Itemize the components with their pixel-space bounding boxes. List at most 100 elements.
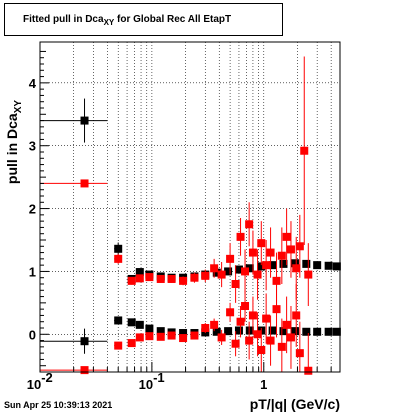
- data-point: [253, 330, 262, 339]
- data-point: [135, 274, 144, 283]
- data-point: [257, 239, 266, 248]
- data-point: [266, 336, 275, 345]
- data-point: [190, 331, 199, 340]
- data-point: [212, 268, 221, 277]
- data-point: [224, 267, 233, 276]
- data-point: [201, 271, 210, 280]
- data-point: [313, 261, 322, 270]
- data-point: [145, 273, 154, 282]
- data-point: [127, 318, 136, 327]
- data-point: [266, 248, 275, 257]
- data-point: [332, 327, 341, 336]
- data-point: [217, 333, 226, 342]
- data-point: [295, 349, 304, 358]
- data-point: [135, 333, 144, 342]
- x-tick-label: 10: [27, 377, 41, 392]
- data-point: [190, 273, 199, 282]
- y-axis-title-text: pull in Dca: [4, 113, 20, 184]
- data-point: [234, 326, 243, 335]
- data-point: [231, 339, 240, 348]
- data-point: [245, 326, 254, 335]
- y-axis-title-subscript: XY: [13, 100, 24, 114]
- data-point: [114, 316, 123, 325]
- data-point: [245, 264, 254, 273]
- x-tick-label-exponent: -1: [153, 370, 165, 385]
- data-point: [80, 179, 89, 188]
- data-point: [245, 336, 254, 345]
- title-box: Fitted pull in DcaXY for Global Rec All …: [4, 3, 283, 36]
- data-point: [179, 334, 188, 343]
- y-axis-title: pull in DcaXY: [4, 100, 24, 184]
- series-1: [40, 56, 313, 375]
- footer-date: Sun Apr 25 10:39:13 2021: [4, 400, 113, 410]
- data-point: [114, 254, 123, 263]
- data-point: [236, 317, 245, 326]
- y-tick-label: 1: [29, 264, 36, 279]
- data-point: [114, 244, 123, 253]
- data-point: [245, 220, 254, 229]
- data-point: [210, 320, 219, 329]
- data-point: [324, 327, 333, 336]
- plot-frame: [39, 41, 341, 373]
- data-point: [114, 341, 123, 350]
- data-point: [277, 342, 286, 351]
- data-point: [295, 242, 304, 251]
- data-point: [279, 327, 288, 336]
- data-point: [262, 314, 271, 323]
- data-point: [279, 259, 288, 268]
- data-point: [277, 251, 286, 260]
- y-tick-label: 3: [29, 139, 36, 154]
- data-point: [135, 320, 144, 329]
- x-tick-label-exponent: -2: [41, 370, 53, 385]
- data-point: [156, 327, 165, 336]
- data-point: [282, 232, 291, 241]
- data-point: [304, 366, 313, 375]
- x-tick-label: 1: [260, 377, 267, 392]
- data-point: [304, 270, 313, 279]
- data-point: [268, 326, 277, 335]
- data-point: [290, 259, 299, 268]
- data-point: [272, 305, 281, 314]
- data-point: [286, 333, 295, 342]
- grid-layer: [39, 42, 340, 372]
- chart-title-subscript: XY: [103, 18, 115, 27]
- data-point: [226, 254, 235, 263]
- data-point: [292, 264, 301, 273]
- data-point: [167, 331, 176, 340]
- data-point: [145, 332, 154, 341]
- x-tick-label: 10: [139, 377, 153, 392]
- data-point: [234, 265, 243, 274]
- y-tick-label: 0: [29, 327, 36, 342]
- data-point: [302, 327, 311, 336]
- data-point: [179, 276, 188, 285]
- data-point: [179, 329, 188, 338]
- x-axis-title: pT/|q| (GeV/c): [250, 396, 340, 412]
- chart-title: Fitted pull in DcaXY for Global Rec All …: [23, 14, 231, 27]
- data-point: [145, 324, 154, 333]
- data-point: [210, 264, 219, 273]
- data-point: [268, 261, 277, 270]
- data-point: [241, 302, 250, 310]
- data-point: [236, 232, 245, 241]
- data-point: [224, 327, 233, 336]
- data-point: [253, 270, 262, 279]
- data-point: [212, 327, 221, 336]
- data-point: [257, 346, 266, 354]
- data-point: [332, 262, 341, 271]
- data-point: [201, 324, 210, 332]
- data-point: [80, 366, 89, 375]
- data-point: [80, 116, 89, 125]
- data-point: [217, 270, 226, 279]
- data-point: [80, 337, 89, 346]
- data-point: [127, 339, 136, 348]
- data-point: [231, 280, 240, 288]
- data-point: [292, 311, 301, 320]
- data-point: [324, 261, 333, 270]
- data-point: [302, 259, 311, 268]
- data-point: [156, 332, 165, 341]
- data-point: [248, 248, 257, 257]
- data-point: [313, 327, 322, 336]
- chart-title-suffix: for Global Rec All EtapT: [114, 14, 232, 25]
